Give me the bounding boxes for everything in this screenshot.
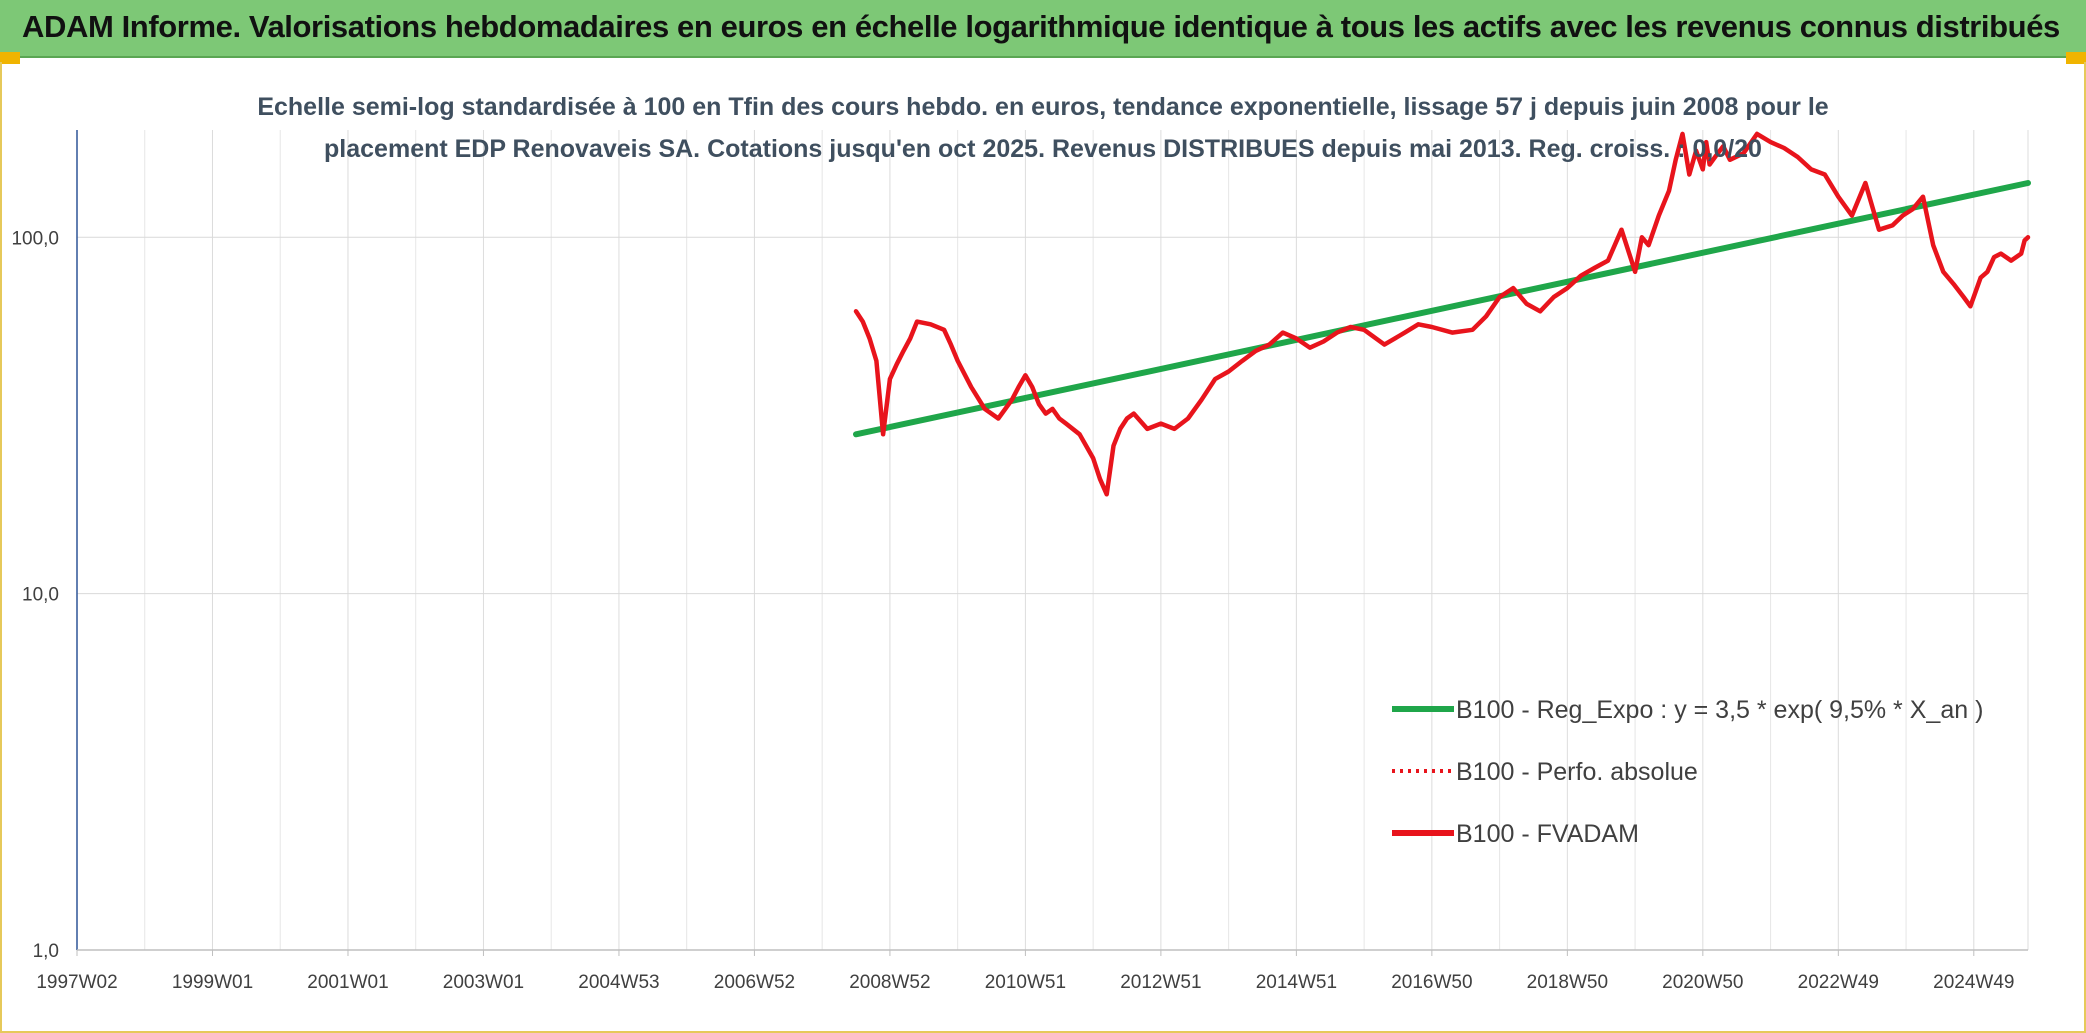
x-tick-label: 2003W01 xyxy=(443,972,524,993)
x-tick-label: 2001W01 xyxy=(307,972,388,993)
legend-label: B100 - Perfo. absolue xyxy=(1456,758,1698,786)
series xyxy=(853,131,2031,497)
y-tick-label: 100,0 xyxy=(11,228,59,249)
x-tick-label: 2022W49 xyxy=(1798,972,1879,993)
chart-frame xyxy=(0,62,2086,1033)
x-tick-label: 2016W50 xyxy=(1391,972,1472,993)
grid xyxy=(77,130,2029,951)
price-line-series xyxy=(853,131,2031,497)
legend-label: B100 - Reg_Expo : y = 3,5 * exp( 9,5% * … xyxy=(1456,696,1983,724)
axes: 1,0 10,0 100,0 1997W02 1999W01 2001W01 2003W01… xyxy=(11,130,2028,993)
x-tick-label: 2014W51 xyxy=(1256,972,1337,993)
chart-title-line-2: placement EDP Renovaveis SA. Cotations j… xyxy=(324,135,1762,163)
x-tick-label: 2010W51 xyxy=(985,972,1066,993)
x-tick-label: 1997W02 xyxy=(36,972,117,993)
x-tick-label: 2020W50 xyxy=(1662,972,1743,993)
legend-label: B100 - FVADAM xyxy=(1456,820,1639,848)
x-tick-label: 2012W51 xyxy=(1120,972,1201,993)
chart-title-line-1: Echelle semi-log standardisée à 100 en T… xyxy=(257,93,1828,121)
corner-marker-left xyxy=(0,52,20,64)
x-tick-label: 2004W53 xyxy=(578,972,659,993)
legend: B100 - Reg_Expo : y = 3,5 * exp( 9,5% * … xyxy=(1392,696,1983,848)
trend-line-series xyxy=(853,180,2031,438)
corner-marker-right xyxy=(2066,52,2086,64)
report-banner: ADAM Informe. Valorisations hebdomadaire… xyxy=(0,0,2086,58)
x-tick-label: 2018W50 xyxy=(1527,972,1608,993)
report-title: ADAM Informe. Valorisations hebdomadaire… xyxy=(22,9,2060,44)
y-tick-label: 10,0 xyxy=(22,585,59,606)
y-tick-label: 1,0 xyxy=(33,941,59,962)
x-tick-label: 2008W52 xyxy=(849,972,930,993)
x-tick-label: 2024W49 xyxy=(1933,972,2014,993)
chart-title: Echelle semi-log standardisée à 100 en T… xyxy=(257,93,1828,163)
x-tick-label: 1999W01 xyxy=(172,972,253,993)
x-tick-label: 2006W52 xyxy=(714,972,795,993)
